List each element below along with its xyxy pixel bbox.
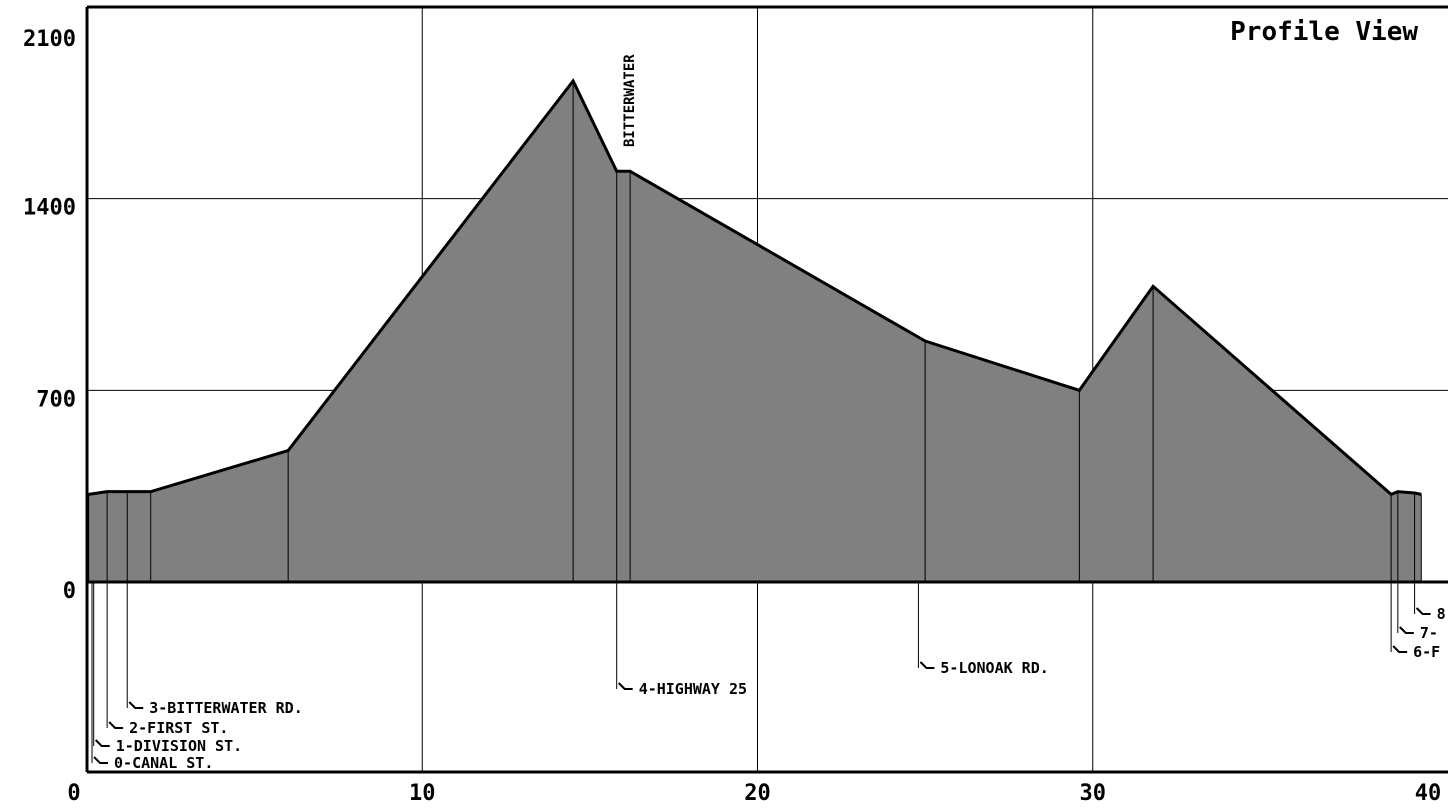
annotation-0: BITTERWATER [622, 54, 638, 147]
chart-title: Profile View [1230, 17, 1418, 47]
station-marker-8 [1415, 607, 1431, 615]
profile-area [88, 80, 1422, 582]
station-label-5: 5-LONOAK RD. [940, 659, 1048, 677]
y-tick-label-3: 2100 [23, 27, 76, 52]
station-marker-2 [108, 721, 124, 729]
station-marker-4 [617, 682, 633, 690]
x-tick-label-3: 30 [1080, 781, 1107, 805]
station-label-2: 2-FIRST ST. [129, 719, 228, 737]
x-tick-label-1: 10 [409, 781, 436, 805]
station-marker-3 [128, 701, 144, 709]
y-tick-label-1: 700 [36, 387, 76, 412]
y-tick-label-2: 1400 [23, 196, 76, 221]
station-marker-6 [1392, 645, 1408, 653]
y-tick-label-0: 0 [63, 579, 76, 604]
x-tick-label-0: 0 [67, 781, 80, 805]
station-label-0: 0-CANAL ST. [114, 754, 213, 772]
station-label-8: 8 [1437, 605, 1446, 623]
x-tick-label-2: 20 [744, 781, 771, 805]
station-label-3: 3-BITTERWATER RD. [149, 699, 303, 717]
station-marker-1 [94, 739, 110, 747]
station-marker-7 [1399, 626, 1414, 634]
station-marker-5 [919, 661, 935, 669]
station-label-1: 1-DIVISION ST. [116, 737, 242, 755]
x-tick-label-4: 40 [1415, 781, 1442, 805]
station-label-4: 4-HIGHWAY 25 [639, 680, 747, 698]
station-label-7: 7- [1420, 624, 1438, 642]
station-label-6: 6-F [1413, 643, 1440, 661]
station-marker-0 [93, 756, 109, 764]
